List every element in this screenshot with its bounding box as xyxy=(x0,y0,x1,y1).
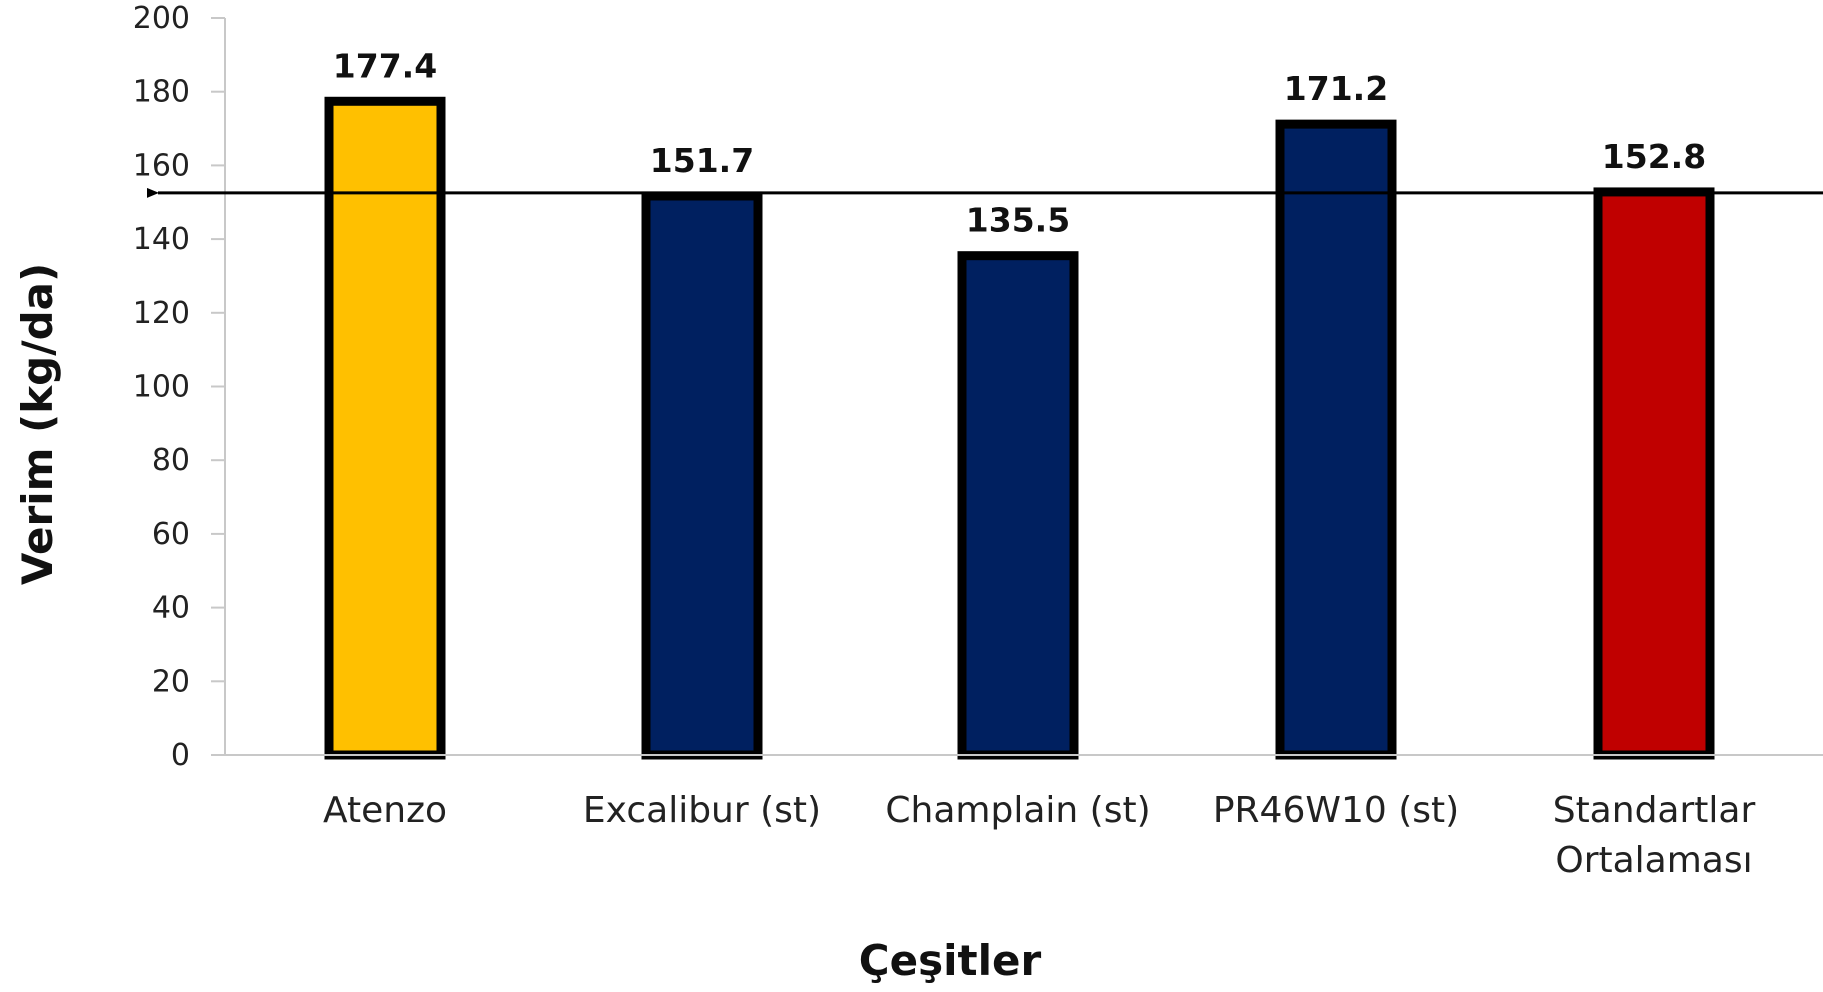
y-tick-label: 180 xyxy=(133,75,190,110)
y-tick-label: 20 xyxy=(152,664,190,699)
y-tick-label: 0 xyxy=(171,738,190,773)
y-axis: 0 20 40 60 80 100 120 140 160 180 200 xyxy=(133,1,226,773)
data-label: 177.4 xyxy=(333,46,437,85)
x-category-label: Ortalaması xyxy=(1555,840,1752,881)
x-axis: Atenzo Excalibur (st) Champlain (st) PR46W1… xyxy=(225,754,1823,881)
bar xyxy=(324,96,446,760)
bar xyxy=(1275,119,1397,760)
data-label: 171.2 xyxy=(1284,69,1388,108)
x-category-label: Excalibur (st) xyxy=(583,790,821,831)
x-axis-title: Çeşitler xyxy=(859,936,1042,985)
bar xyxy=(641,191,763,760)
y-axis-title: Verim (kg/da) xyxy=(13,263,62,585)
data-label: 152.8 xyxy=(1602,137,1706,176)
bars xyxy=(324,96,1715,760)
data-labels: 177.4 151.7 135.5 171.2 152.8 xyxy=(333,46,1706,239)
y-tick-label: 100 xyxy=(133,370,190,405)
data-label: 151.7 xyxy=(650,141,754,180)
data-label: 135.5 xyxy=(966,201,1070,240)
y-tick-label: 80 xyxy=(152,443,190,478)
bar xyxy=(1593,187,1715,760)
y-tick-label: 200 xyxy=(133,1,190,36)
x-category-label: Standartlar xyxy=(1553,790,1756,831)
y-tick-label: 60 xyxy=(152,517,190,552)
y-tick-label: 140 xyxy=(133,222,190,257)
y-tick-label: 120 xyxy=(133,296,190,331)
bar xyxy=(957,251,1079,760)
y-tick-label: 40 xyxy=(152,591,190,626)
x-category-label: Champlain (st) xyxy=(885,790,1150,831)
x-category-label: PR46W10 (st) xyxy=(1213,790,1459,831)
y-tick-label: 160 xyxy=(133,148,190,183)
x-category-label: Atenzo xyxy=(323,790,447,831)
